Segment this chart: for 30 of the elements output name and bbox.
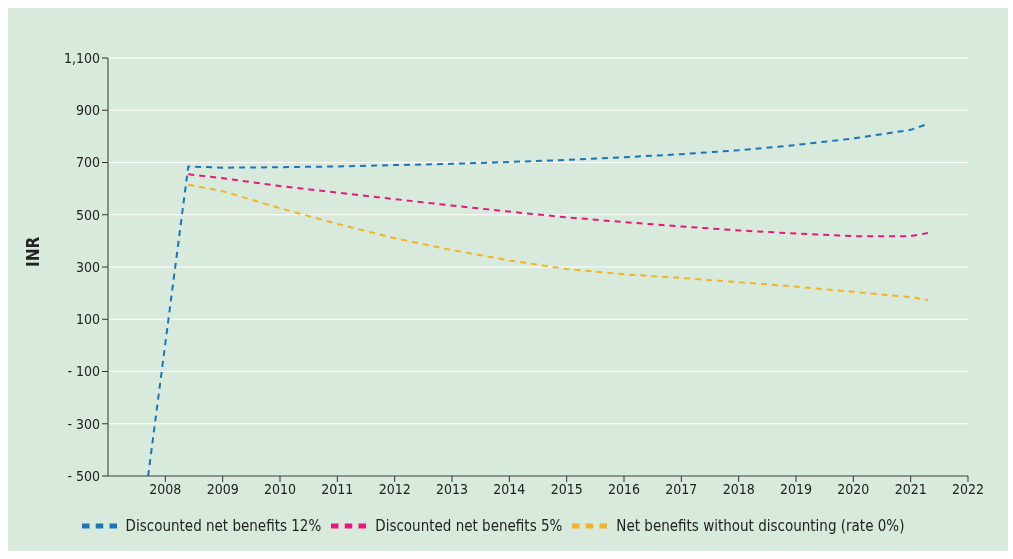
y-tick-label: - 300 bbox=[67, 415, 100, 432]
legend-label: Discounted net benefits 5% bbox=[375, 516, 563, 535]
x-tick-label: 2012 bbox=[378, 480, 411, 497]
x-tick-label: 2019 bbox=[779, 480, 813, 497]
x-tick-label: 2015 bbox=[550, 480, 583, 497]
y-tick-label: 300 bbox=[75, 258, 100, 275]
x-tick-label: 2018 bbox=[722, 480, 755, 497]
y-tick-label: - 500 bbox=[67, 467, 100, 484]
x-tick-label: 2020 bbox=[837, 480, 870, 497]
x-tick-label: 2016 bbox=[607, 480, 641, 497]
x-tick-label: 2014 bbox=[493, 480, 526, 497]
legend-label: Discounted net benefits 12% bbox=[125, 516, 322, 535]
y-tick-label: - 100 bbox=[67, 363, 100, 380]
line-series bbox=[187, 183, 929, 301]
legend-label: Net benefits without discounting (rate 0%) bbox=[616, 516, 905, 535]
y-axis-title: INR bbox=[23, 236, 44, 267]
x-tick-label: 2011 bbox=[321, 480, 354, 497]
y-tick-label: 1,100 bbox=[63, 49, 100, 66]
x-tick-label: 2013 bbox=[435, 480, 469, 497]
y-tick-label: 100 bbox=[75, 311, 100, 328]
y-tick-label: 900 bbox=[75, 102, 100, 119]
x-tick-label: 2022 bbox=[951, 480, 985, 497]
y-tick-label: 500 bbox=[75, 206, 100, 223]
line-series bbox=[187, 173, 929, 238]
x-tick-label: 2008 bbox=[149, 480, 182, 497]
x-tick-label: 2009 bbox=[206, 480, 239, 497]
y-tick-label: 700 bbox=[75, 154, 100, 171]
x-tick-label: 2010 bbox=[263, 480, 297, 497]
x-tick-label: 2017 bbox=[665, 480, 698, 497]
x-tick-label: 2021 bbox=[894, 480, 927, 497]
